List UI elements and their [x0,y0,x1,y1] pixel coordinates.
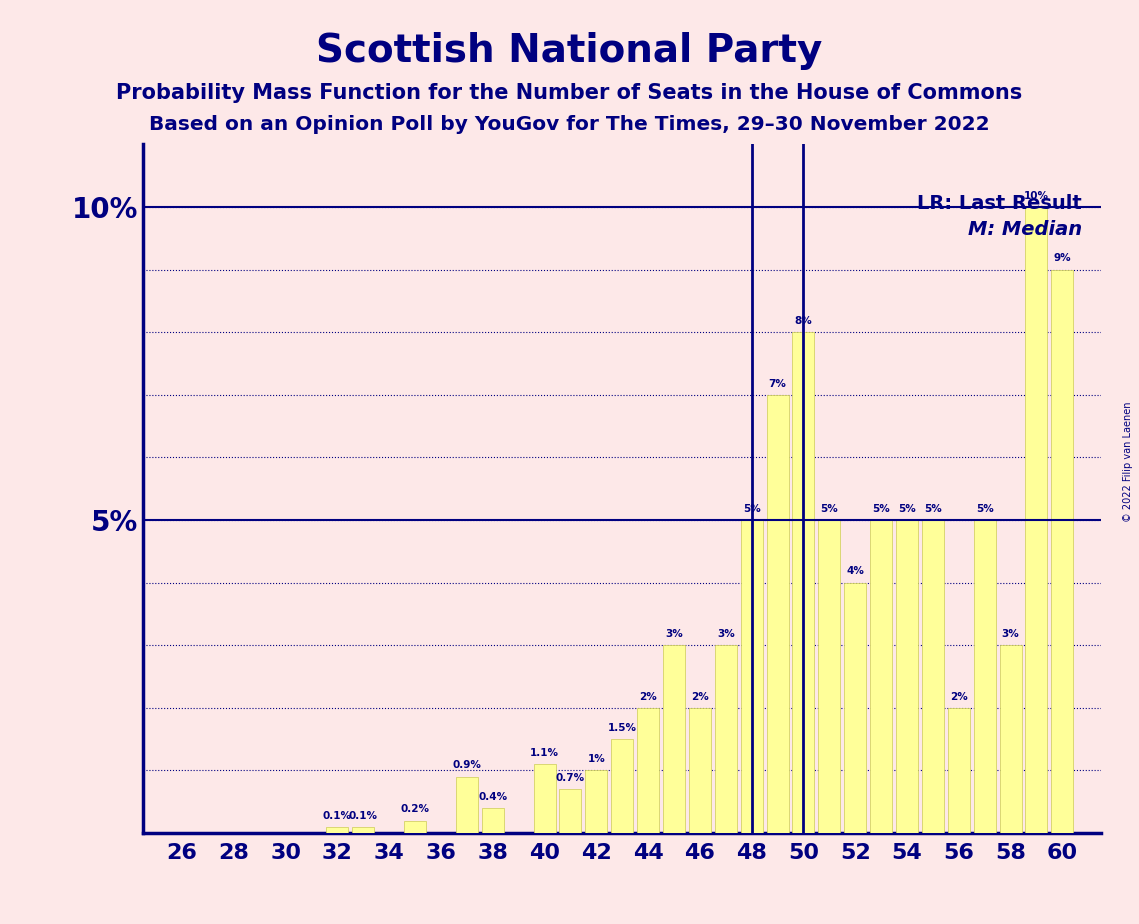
Text: © 2022 Filip van Laenen: © 2022 Filip van Laenen [1123,402,1133,522]
Text: 0.9%: 0.9% [452,760,482,771]
Text: Scottish National Party: Scottish National Party [317,32,822,70]
Bar [612,739,633,833]
Text: 0.7%: 0.7% [556,773,585,783]
Text: 9%: 9% [1054,253,1071,263]
Text: 1.5%: 1.5% [608,723,637,733]
Bar [327,827,349,833]
Bar [974,520,995,833]
Bar [1000,645,1022,833]
Bar [715,645,737,833]
Text: Probability Mass Function for the Number of Seats in the House of Commons: Probability Mass Function for the Number… [116,83,1023,103]
Bar [948,708,969,833]
Text: 3%: 3% [716,629,735,639]
Bar [663,645,685,833]
Bar [559,789,581,833]
Text: 5%: 5% [820,504,838,514]
Text: 0.2%: 0.2% [401,804,429,814]
Bar [482,808,503,833]
Text: LR: Last Result: LR: Last Result [917,194,1082,213]
Text: 0.4%: 0.4% [478,792,507,802]
Text: 1.1%: 1.1% [530,748,559,758]
Bar [637,708,659,833]
Bar [921,520,944,833]
Text: 5%: 5% [899,504,916,514]
Text: Based on an Opinion Poll by YouGov for The Times, 29–30 November 2022: Based on an Opinion Poll by YouGov for T… [149,116,990,135]
Text: 10%: 10% [1024,190,1049,201]
Bar [404,821,426,833]
Bar [352,827,375,833]
Text: 0.1%: 0.1% [322,810,352,821]
Text: 7%: 7% [769,379,787,388]
Text: 5%: 5% [924,504,942,514]
Bar [456,777,478,833]
Bar [767,395,788,833]
Bar [585,771,607,833]
Text: 2%: 2% [950,691,968,701]
Text: 3%: 3% [1001,629,1019,639]
Text: 5%: 5% [872,504,890,514]
Bar [533,764,556,833]
Text: 5%: 5% [976,504,993,514]
Text: 4%: 4% [846,566,865,577]
Text: 3%: 3% [665,629,683,639]
Text: 2%: 2% [639,691,657,701]
Bar [870,520,892,833]
Text: 1%: 1% [588,754,605,764]
Text: 0.1%: 0.1% [349,810,378,821]
Bar [1025,207,1048,833]
Text: 2%: 2% [691,691,708,701]
Text: 5%: 5% [743,504,761,514]
Bar [896,520,918,833]
Bar [793,333,814,833]
Bar [1051,270,1073,833]
Text: 8%: 8% [795,316,812,326]
Bar [818,520,841,833]
Bar [844,583,867,833]
Text: M: Median: M: Median [968,220,1082,239]
Bar [689,708,711,833]
Bar [740,520,763,833]
